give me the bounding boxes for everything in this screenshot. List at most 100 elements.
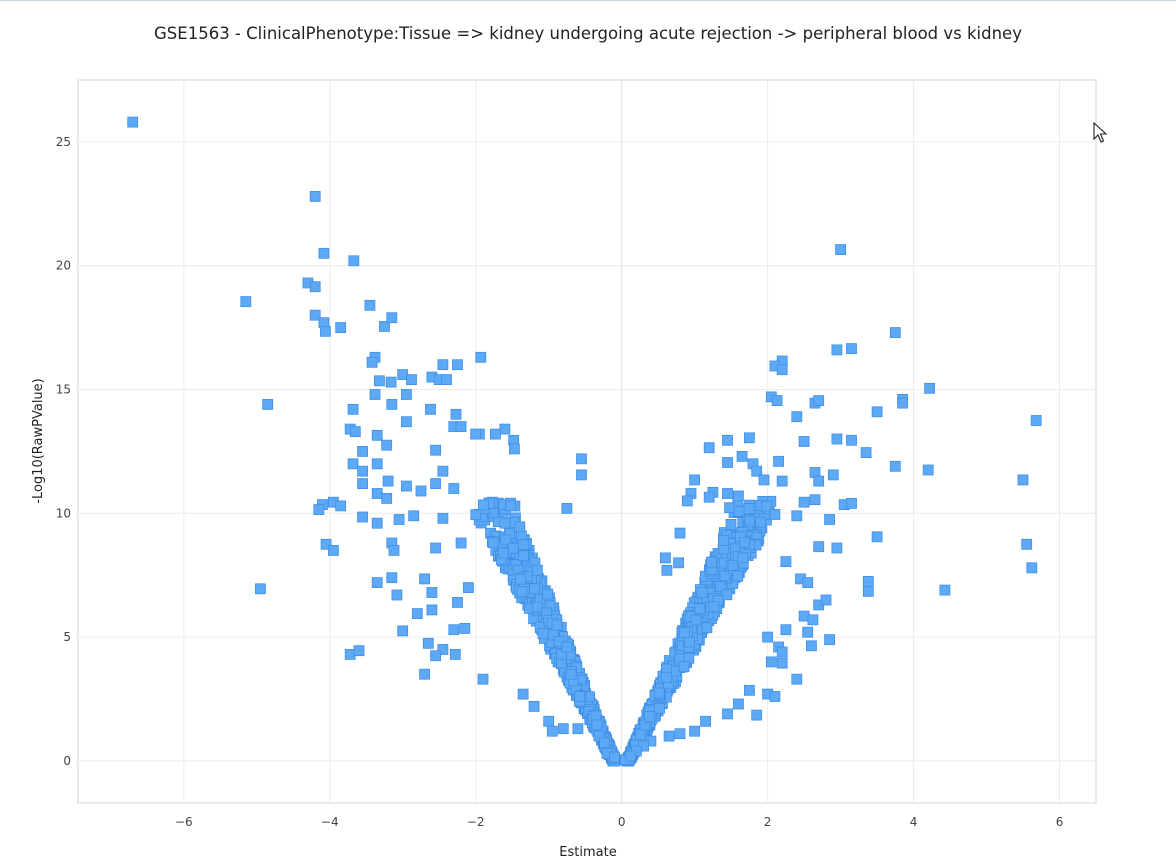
data-point bbox=[546, 725, 558, 737]
data-point bbox=[357, 478, 369, 490]
mouse-cursor-icon bbox=[1093, 122, 1108, 143]
data-point bbox=[364, 299, 376, 311]
y-axis-ticks: 0 5 10 15 20 25 bbox=[56, 135, 71, 768]
y-axis-label: -Log10(RawPValue) bbox=[31, 378, 46, 503]
dense-point bbox=[487, 537, 499, 549]
dense-point bbox=[529, 583, 540, 595]
data-point bbox=[327, 545, 339, 556]
data-point bbox=[703, 442, 715, 454]
data-point bbox=[313, 504, 325, 516]
data-point bbox=[369, 389, 381, 400]
data-point bbox=[802, 626, 814, 638]
data-point bbox=[459, 623, 471, 634]
data-point bbox=[385, 376, 397, 388]
dense-point bbox=[755, 516, 766, 528]
y-tick-label: 0 bbox=[63, 754, 71, 768]
dense-point bbox=[701, 622, 713, 634]
data-point bbox=[430, 444, 442, 456]
data-point bbox=[722, 708, 733, 720]
data-point bbox=[382, 475, 394, 487]
data-point bbox=[449, 649, 461, 660]
data-point bbox=[371, 488, 383, 499]
data-point bbox=[557, 723, 569, 735]
dense-point bbox=[516, 586, 528, 597]
data-point bbox=[776, 646, 788, 658]
data-point bbox=[827, 469, 839, 481]
dense-point bbox=[719, 570, 731, 582]
data-point bbox=[543, 715, 555, 727]
dense-point bbox=[593, 730, 605, 742]
data-point bbox=[348, 255, 360, 267]
data-point bbox=[400, 389, 412, 400]
data-point bbox=[835, 244, 846, 256]
data-point bbox=[674, 728, 686, 740]
dense-point-cloud bbox=[470, 495, 777, 767]
data-point bbox=[1026, 562, 1038, 574]
data-point bbox=[798, 436, 810, 447]
data-point bbox=[450, 408, 462, 420]
data-point bbox=[455, 421, 467, 433]
dense-point bbox=[505, 500, 517, 512]
data-point bbox=[776, 657, 788, 669]
data-point bbox=[681, 495, 693, 507]
dense-point bbox=[561, 641, 573, 653]
data-point bbox=[371, 517, 383, 529]
dense-point bbox=[690, 614, 702, 626]
data-point bbox=[470, 428, 482, 440]
dense-point bbox=[542, 588, 553, 600]
data-point bbox=[771, 395, 783, 407]
data-point bbox=[780, 624, 792, 636]
data-point bbox=[1017, 474, 1029, 486]
data-point bbox=[939, 584, 951, 596]
dense-point bbox=[715, 581, 726, 592]
data-point bbox=[426, 604, 438, 616]
x-tick-label: −2 bbox=[467, 815, 485, 829]
data-point bbox=[765, 656, 777, 668]
data-point bbox=[689, 725, 700, 737]
data-point bbox=[922, 464, 934, 476]
data-point bbox=[452, 597, 463, 608]
x-tick-label: 4 bbox=[910, 815, 918, 829]
data-point bbox=[700, 715, 711, 727]
dense-point bbox=[718, 535, 729, 546]
data-point bbox=[309, 190, 321, 202]
data-point bbox=[1021, 538, 1033, 550]
dense-point bbox=[531, 601, 543, 613]
dense-point bbox=[537, 628, 549, 639]
data-point bbox=[437, 644, 449, 655]
data-point bbox=[703, 491, 715, 503]
data-point bbox=[807, 614, 819, 626]
dense-point bbox=[696, 587, 708, 598]
data-point bbox=[802, 577, 814, 588]
data-point bbox=[425, 403, 436, 415]
data-point bbox=[127, 116, 139, 128]
data-point bbox=[335, 500, 347, 512]
dense-point bbox=[744, 515, 756, 527]
data-point bbox=[813, 395, 825, 407]
data-point bbox=[744, 432, 755, 444]
data-point bbox=[809, 494, 821, 506]
data-point bbox=[517, 688, 529, 700]
y-tick-label: 15 bbox=[56, 383, 71, 397]
dense-point bbox=[497, 547, 509, 559]
dense-point bbox=[733, 505, 745, 517]
y-tick-label: 10 bbox=[56, 506, 71, 520]
data-point bbox=[419, 668, 431, 680]
data-point bbox=[758, 474, 770, 486]
data-point bbox=[411, 608, 423, 619]
data-point bbox=[722, 488, 733, 499]
data-point bbox=[508, 443, 520, 455]
dense-point bbox=[574, 690, 586, 702]
data-point bbox=[499, 423, 511, 435]
data-point bbox=[813, 541, 825, 553]
data-point bbox=[318, 247, 330, 259]
plot-area-frame bbox=[77, 79, 1097, 804]
data-point bbox=[722, 434, 733, 446]
dense-point bbox=[727, 559, 739, 571]
data-point bbox=[499, 517, 511, 529]
data-point bbox=[357, 511, 369, 523]
data-point bbox=[661, 564, 673, 576]
data-point bbox=[674, 527, 686, 539]
data-point bbox=[430, 650, 442, 662]
